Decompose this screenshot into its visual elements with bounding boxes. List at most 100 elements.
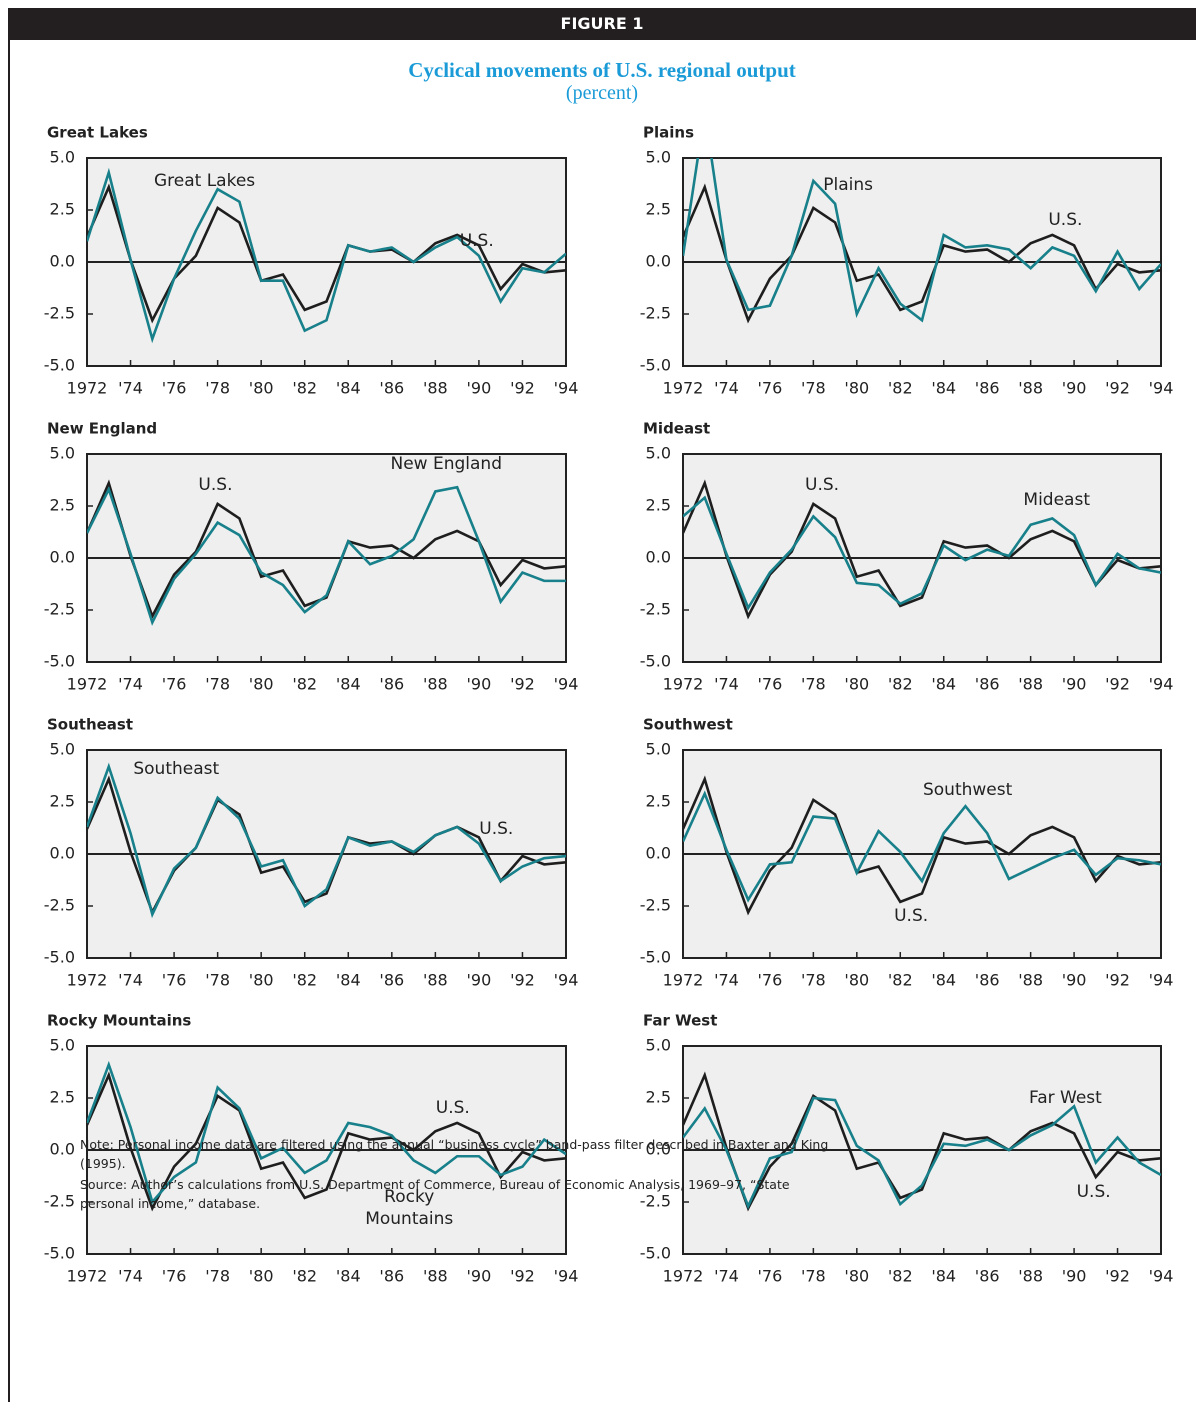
x-tick-label: '86 (379, 379, 404, 398)
note: Note: Personal income data are filtered … (80, 1137, 829, 1171)
x-tick-label: '74 (714, 379, 739, 398)
x-tick-label: '94 (554, 379, 579, 398)
y-tick-label: -2.5 (44, 1192, 75, 1211)
y-tick-label: -2.5 (640, 1192, 671, 1211)
x-tick-label: '82 (292, 971, 317, 990)
x-tick-label: '82 (888, 379, 913, 398)
x-tick-label: '76 (162, 675, 187, 694)
y-tick-label: -5.0 (44, 356, 75, 375)
y-tick-label: -2.5 (640, 600, 671, 619)
x-tick-label: '88 (423, 1267, 448, 1286)
y-tick-label: 5.0 (50, 1036, 75, 1055)
y-tick-label: -5.0 (640, 652, 671, 671)
series-line (683, 479, 1161, 620)
panel: Great Lakes -5.0 -2.5 0.0 2.5 5.0 1972 '74 '76 '7… (44, 124, 579, 398)
x-tick-label: '86 (379, 675, 404, 694)
x-tick-label: '84 (931, 379, 956, 398)
series-line (87, 167, 566, 344)
series-line (87, 479, 566, 620)
x-tick-label: '76 (758, 1267, 783, 1286)
x-tick-label: '86 (975, 675, 1000, 694)
x-tick-label: '78 (801, 379, 826, 398)
x-tick-label: '76 (758, 971, 783, 990)
plot-frame (682, 453, 1162, 663)
series-label: U.S. (1076, 1181, 1111, 1202)
y-tick-label: 0.0 (646, 844, 671, 863)
y-tick-label: 5.0 (646, 1036, 671, 1055)
x-tick-label: '86 (379, 971, 404, 990)
x-tick-label: '92 (1105, 971, 1130, 990)
x-tick-label: '84 (336, 971, 361, 990)
x-tick-label: '92 (1105, 1267, 1130, 1286)
x-tick-label: '88 (1018, 379, 1043, 398)
y-tick-label: 2.5 (50, 1088, 75, 1107)
panel-title: New England (47, 420, 157, 438)
y-tick-label: 5.0 (646, 148, 671, 167)
series-label: U.S. (1048, 210, 1083, 231)
x-tick-label: '92 (510, 379, 535, 398)
plot-frame (86, 157, 567, 367)
y-tick-label: -5.0 (44, 1244, 75, 1263)
x-tick-label: 1972 (67, 971, 108, 990)
x-tick-label: 1972 (67, 675, 108, 694)
x-tick-label: '74 (714, 971, 739, 990)
y-tick-label: -2.5 (44, 304, 75, 323)
x-tick-label: '76 (162, 1267, 187, 1286)
x-tick-label: '78 (801, 971, 826, 990)
x-tick-label: '94 (554, 675, 579, 694)
series-line (87, 762, 566, 919)
panel: Rocky Mountains -5.0 -2.5 0.0 2.5 5.0 1972 '74 '… (44, 1012, 579, 1286)
x-tick-label: '90 (1062, 1267, 1087, 1286)
y-tick-label: -5.0 (640, 948, 671, 967)
x-tick-label: '78 (801, 675, 826, 694)
x-tick-label: '84 (336, 675, 361, 694)
left-rule (8, 40, 10, 1402)
panel-title: Far West (643, 1012, 717, 1030)
series-line (87, 485, 566, 626)
x-tick-label: '88 (1018, 971, 1043, 990)
plot-frame (86, 749, 567, 959)
series-label: Southwest (922, 779, 1013, 800)
y-tick-label: 0.0 (646, 252, 671, 271)
series-label: Southeast (133, 758, 220, 779)
x-tick-label: '94 (1149, 379, 1174, 398)
y-tick-label: -2.5 (44, 896, 75, 915)
x-tick-label: 1972 (663, 675, 704, 694)
x-tick-label: '84 (931, 1267, 956, 1286)
x-tick-label: '92 (1105, 675, 1130, 694)
y-tick-label: 2.5 (50, 496, 75, 515)
x-tick-label: '82 (888, 1267, 913, 1286)
x-tick-label: '76 (162, 971, 187, 990)
y-tick-label: 2.5 (646, 200, 671, 219)
x-tick-label: '76 (162, 379, 187, 398)
panel: Plains -5.0 -2.5 0.0 2.5 5.0 1972 '74 '76 '78 '80 '… (640, 124, 1174, 398)
x-tick-label: '78 (205, 1267, 230, 1286)
plot-frame (86, 1045, 567, 1255)
x-tick-label: '74 (118, 675, 143, 694)
x-tick-label: '90 (467, 675, 492, 694)
y-tick-label: -5.0 (44, 948, 75, 967)
series-line (683, 495, 1161, 611)
x-tick-label: '74 (714, 1267, 739, 1286)
x-tick-label: '82 (292, 1267, 317, 1286)
series-label: U.S. (459, 231, 494, 252)
figure-subtitle: (percent) (565, 82, 639, 104)
y-tick-label: 2.5 (646, 792, 671, 811)
series-line (683, 1096, 1161, 1210)
panel: Southwest -5.0 -2.5 0.0 2.5 5.0 1972 '74 '76 '78 '… (640, 716, 1174, 990)
panel-title: Great Lakes (47, 124, 148, 142)
series-label: Far West (1028, 1088, 1102, 1108)
y-tick-label: 5.0 (646, 740, 671, 759)
x-tick-label: '78 (205, 379, 230, 398)
y-tick-label: 0.0 (50, 1140, 75, 1159)
figure-title: Cyclical movements of U.S. regional outp… (408, 58, 796, 82)
x-tick-label: '74 (118, 971, 143, 990)
series-label: Rocky Mountains (365, 1187, 454, 1230)
x-tick-label: '90 (467, 971, 492, 990)
plot-frame (682, 1045, 1162, 1255)
x-tick-label: '94 (1149, 971, 1174, 990)
series-line (87, 1071, 566, 1212)
series-line (683, 775, 1161, 916)
x-tick-label: '92 (1105, 379, 1130, 398)
y-tick-label: 0.0 (50, 252, 75, 271)
